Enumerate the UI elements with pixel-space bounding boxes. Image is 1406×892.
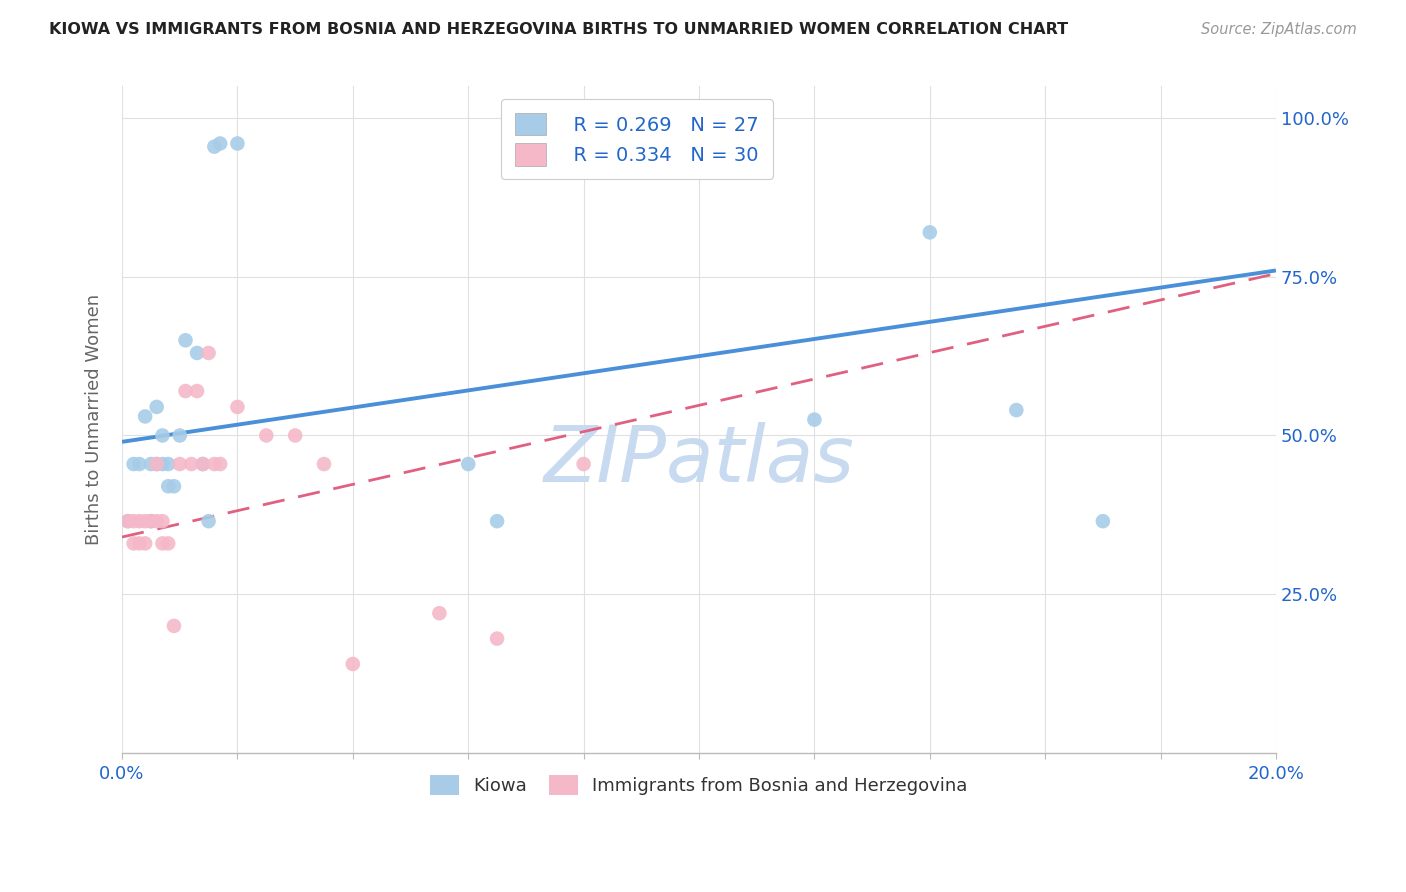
Point [122,457,145,471]
Point [152,457,174,471]
Point [145,400,167,414]
Point [191,457,214,471]
Point [918,225,941,239]
Text: Source: ZipAtlas.com: Source: ZipAtlas.com [1201,22,1357,37]
Point [139,457,162,471]
Legend: Kiowa, Immigrants from Bosnia and Herzegovina: Kiowa, Immigrants from Bosnia and Herzeg… [422,766,977,804]
Point [145,457,167,471]
Point [134,409,156,424]
Point [209,136,232,151]
Point [122,536,145,550]
Point [486,632,509,646]
Point [312,457,335,471]
Point [1091,514,1114,528]
Point [152,514,174,528]
Point [152,428,174,442]
Text: KIOWA VS IMMIGRANTS FROM BOSNIA AND HERZEGOVINA BIRTHS TO UNMARRIED WOMEN CORREL: KIOWA VS IMMIGRANTS FROM BOSNIA AND HERZ… [49,22,1069,37]
Point [209,457,232,471]
Point [122,514,145,528]
Point [117,514,139,528]
Point [134,514,156,528]
Point [128,514,150,528]
Point [457,457,479,471]
Point [186,384,208,398]
Point [169,457,191,471]
Point [157,536,180,550]
Y-axis label: Births to Unmarried Women: Births to Unmarried Women [86,294,103,545]
Point [427,606,450,620]
Text: ZIPatlas: ZIPatlas [544,422,855,498]
Point [803,412,825,426]
Point [134,536,156,550]
Point [486,514,509,528]
Point [254,428,277,442]
Point [191,457,214,471]
Point [157,457,180,471]
Point [145,514,167,528]
Point [226,136,249,151]
Point [139,514,162,528]
Point [197,514,219,528]
Point [202,139,225,153]
Point [572,457,595,471]
Point [202,457,225,471]
Point [226,400,249,414]
Point [197,346,219,360]
Point [342,657,364,671]
Point [128,536,150,550]
Point [1005,403,1028,417]
Point [284,428,307,442]
Point [174,384,197,398]
Point [117,514,139,528]
Point [169,428,191,442]
Point [152,536,174,550]
Point [128,457,150,471]
Point [163,619,186,633]
Point [157,479,180,493]
Point [163,479,186,493]
Point [145,457,167,471]
Point [174,333,197,347]
Point [180,457,202,471]
Point [186,346,208,360]
Point [139,514,162,528]
